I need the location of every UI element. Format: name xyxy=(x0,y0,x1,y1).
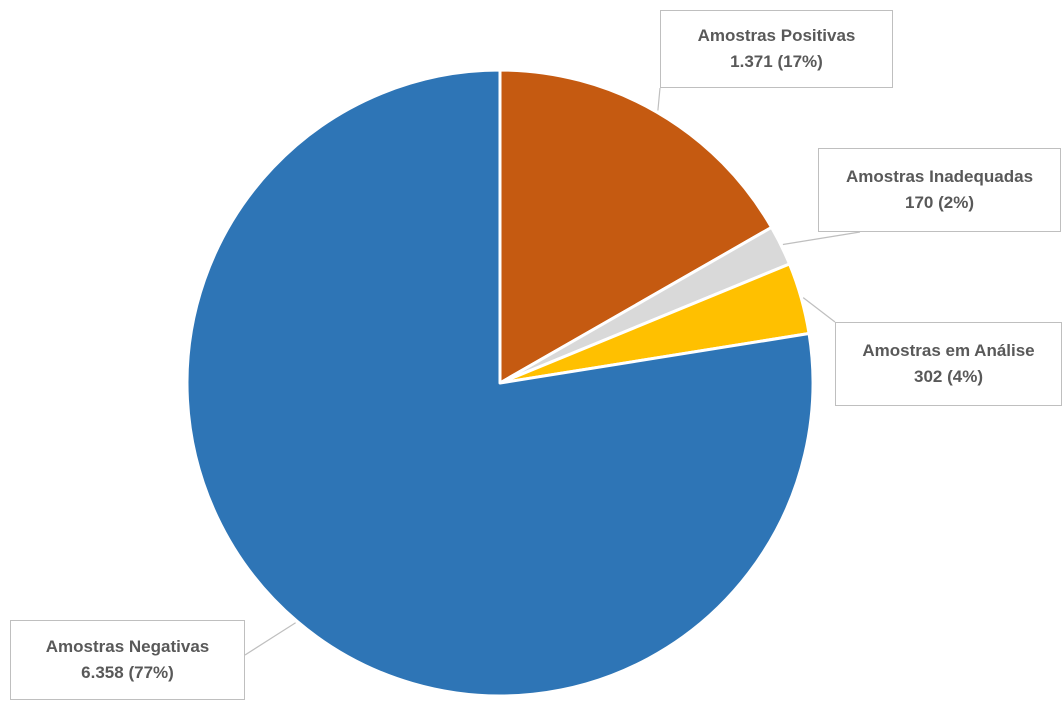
data-label-amostras-em-analise: Amostras em Análise 302 (4%) xyxy=(835,322,1062,406)
data-label-value: 6.358 (77%) xyxy=(81,663,174,682)
pie-slice-amostras-positivas xyxy=(498,68,774,385)
pie-slice-amostras-negativas xyxy=(185,68,815,698)
data-label-category: Amostras Negativas xyxy=(45,637,210,656)
data-label-amostras-positivas: Amostras Positivas 1.371 (17%) xyxy=(660,10,893,88)
leader-line xyxy=(782,231,861,246)
data-label-category: Amostras em Análise xyxy=(862,341,1035,360)
data-label-amostras-negativas: Amostras Negativas 6.358 (77%) xyxy=(10,620,245,700)
data-label-category: Amostras Inadequadas xyxy=(845,167,1034,186)
leader-line xyxy=(244,622,296,656)
data-label-value: 170 (2%) xyxy=(904,193,974,212)
data-label-category: Amostras Positivas xyxy=(697,26,856,45)
data-label-value: 302 (4%) xyxy=(913,367,983,386)
data-label-amostras-inadequadas: Amostras Inadequadas 170 (2%) xyxy=(818,148,1061,232)
data-label-value: 1.371 (17%) xyxy=(730,52,823,71)
leader-lines xyxy=(244,87,861,656)
pie-slices xyxy=(185,68,815,698)
leader-line xyxy=(657,87,661,111)
leader-line xyxy=(802,297,836,323)
